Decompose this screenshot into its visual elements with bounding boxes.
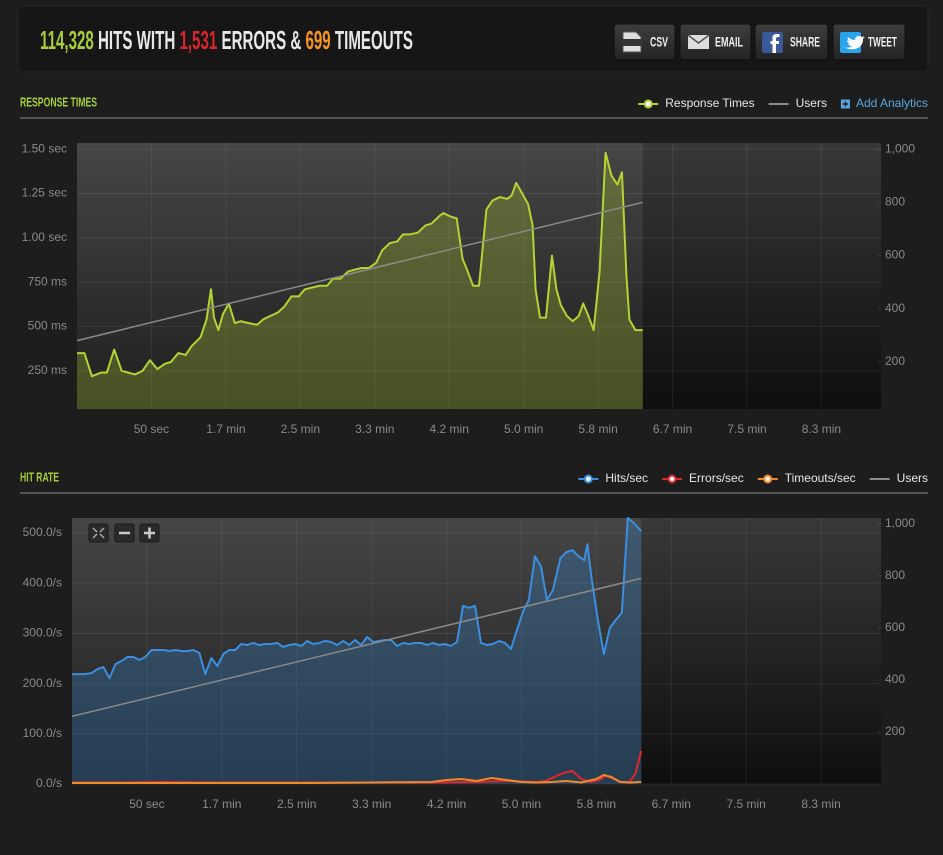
- x-tick-label: 5.8 min: [577, 797, 616, 811]
- add-icon-plus: [842, 101, 848, 107]
- y-tick-label: 750 ms: [28, 274, 67, 288]
- expand-icon: [92, 527, 105, 539]
- x-tick-label: 1.7 min: [202, 797, 241, 811]
- y-tick-label: 300.0/s: [23, 626, 62, 640]
- zoom-out[interactable]: [114, 523, 135, 543]
- legend-marker: [763, 474, 773, 484]
- x-tick-label: 2.5 min: [281, 422, 320, 436]
- button-label: SHARE: [790, 34, 820, 50]
- x-tick-label: 3.3 min: [355, 422, 394, 436]
- facebook-glyph: [770, 34, 780, 53]
- hits-label: HITS WITH: [98, 25, 175, 55]
- y2-tick-label: 800: [885, 194, 905, 208]
- csv-button[interactable]: CSV: [613, 23, 676, 61]
- email-button[interactable]: EMAIL: [679, 23, 752, 61]
- series-line: [76, 201, 643, 342]
- button-label: CSV: [650, 34, 668, 50]
- y-tick-label: 100.0/s: [23, 726, 62, 740]
- series-line: [71, 577, 642, 718]
- area-fill: [77, 152, 643, 409]
- area-fill: [72, 518, 642, 784]
- x-tick-label: 5.0 min: [502, 797, 541, 811]
- y-tick-label: 200.0/s: [23, 676, 62, 690]
- csv-icon-band: [621, 39, 641, 46]
- x-tick-label: 3.3 min: [352, 797, 391, 811]
- y-tick-label: 0.0/s: [36, 776, 62, 790]
- y2-tick-label: 400: [885, 301, 905, 315]
- x-tick-label: 8.3 min: [801, 797, 840, 811]
- zoom-reset[interactable]: [88, 523, 109, 543]
- x-tick-label: 5.0 min: [504, 422, 543, 436]
- y2-tick-label: 600: [885, 620, 905, 634]
- charts: RESPONSE TIMES 250 ms 500 ms 750 ms 1.00 sec…: [20, 94, 928, 811]
- envelope-flap: [687, 34, 710, 44]
- y2-tick-label: 1,000: [885, 516, 915, 530]
- y2-tick-label: 200: [885, 724, 905, 738]
- y-tick-label: 250 ms: [28, 363, 67, 377]
- y2-tick-label: 400: [885, 672, 905, 686]
- hits-count: 114,328: [40, 25, 94, 55]
- button-bg: [679, 23, 752, 61]
- legend-label: Errors/sec: [689, 471, 744, 485]
- x-tick-label: 8.3 min: [802, 422, 841, 436]
- legend-label: Timeouts/sec: [785, 471, 856, 485]
- twitter-glyph: [843, 36, 865, 50]
- x-tick-label: 50 sec: [134, 422, 169, 436]
- y2-tick-label: 1,000: [885, 141, 915, 155]
- legend-label: Users: [897, 471, 928, 485]
- y-tick-label: 1.00 sec: [22, 230, 67, 244]
- section-title: RESPONSE TIMES: [20, 94, 97, 109]
- x-tick-label: 50 sec: [129, 797, 164, 811]
- y2-tick-label: 600: [885, 248, 905, 262]
- x-tick-label: 1.7 min: [206, 422, 245, 436]
- y2-tick-label: 200: [885, 354, 905, 368]
- x-tick-label: 2.5 min: [277, 797, 316, 811]
- tweet-button[interactable]: TWEET: [832, 23, 906, 61]
- zoom-in[interactable]: [139, 523, 160, 543]
- zoom-controls: [88, 523, 160, 543]
- errors-label: ERRORS &: [221, 25, 301, 55]
- y-tick-label: 500 ms: [28, 319, 67, 333]
- timeouts-label: TIMEOUTS: [335, 25, 413, 55]
- legend-marker: [667, 474, 677, 484]
- legend-label: Hits/sec: [605, 471, 648, 485]
- data-range: [77, 143, 643, 409]
- series-line: [72, 517, 643, 680]
- x-tick-label: 6.7 min: [652, 797, 691, 811]
- plus-icon: [144, 527, 155, 539]
- series-line: [77, 151, 643, 378]
- add-analytics-link[interactable]: Add Analytics: [856, 96, 928, 110]
- x-tick-label: 4.2 min: [430, 422, 469, 436]
- y-tick-label: 500.0/s: [23, 525, 62, 539]
- button-label: TWEET: [868, 34, 897, 50]
- legend-marker: [643, 99, 653, 109]
- errors-count: 1,531: [179, 25, 217, 55]
- x-tick-label: 5.8 min: [578, 422, 617, 436]
- x-tick-label: 6.7 min: [653, 422, 692, 436]
- legend-label: Users: [796, 96, 827, 110]
- x-tick-label: 7.5 min: [726, 797, 765, 811]
- summary: 114,328 HITS WITH 1,531 ERRORS & 699 TIM…: [40, 25, 413, 55]
- legend-label: Response Times: [665, 96, 754, 110]
- y-tick-label: 1.25 sec: [22, 186, 67, 200]
- y-tick-label: 400.0/s: [23, 575, 62, 589]
- button-label: EMAIL: [715, 34, 743, 50]
- y2-tick-label: 800: [885, 568, 905, 582]
- x-tick-label: 7.5 min: [727, 422, 766, 436]
- plot-background: [72, 518, 881, 784]
- x-tick-label: 4.2 min: [427, 797, 466, 811]
- series-line: [72, 773, 642, 784]
- share-button[interactable]: SHARE: [754, 23, 829, 61]
- legend-marker: [583, 474, 593, 484]
- timeouts-count: 699: [305, 25, 330, 55]
- zoom-button: [88, 523, 109, 543]
- section-title: HIT RATE: [20, 469, 59, 484]
- y-tick-label: 1.50 sec: [22, 141, 67, 155]
